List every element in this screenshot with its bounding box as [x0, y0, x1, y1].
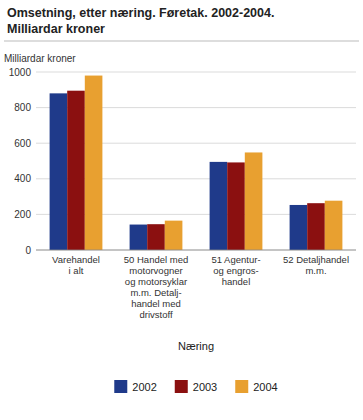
bar	[85, 76, 103, 250]
y-tick-label: 1000	[9, 67, 32, 78]
legend: 2002 2003 2004	[114, 380, 277, 393]
legend-swatch	[114, 380, 127, 393]
x-axis-line	[36, 250, 356, 251]
subtitle: Milliardar kroner	[7, 22, 105, 36]
y-tick-label: 600	[14, 138, 31, 149]
y-tick-label: 200	[14, 209, 31, 220]
bar	[50, 93, 68, 250]
bar	[227, 162, 245, 250]
y-tick-label: 800	[14, 102, 31, 113]
x-tick-label: 50 Handel medmotorvognerog motorsyklarm.…	[124, 254, 188, 320]
bar	[147, 224, 165, 250]
legend-label: 2004	[253, 381, 277, 393]
y-tick-label: 0	[25, 245, 31, 256]
bar	[210, 162, 228, 250]
bar	[165, 221, 183, 250]
legend-swatch	[235, 380, 248, 393]
y-tick-label: 400	[14, 173, 31, 184]
legend-swatch	[175, 380, 188, 393]
y-axis-label: Milliardar kroner	[4, 53, 76, 64]
title-rule	[4, 41, 359, 42]
grid-line	[36, 250, 356, 251]
bar	[245, 152, 263, 250]
bar	[325, 201, 343, 250]
legend-label: 2002	[132, 381, 156, 393]
bar	[307, 203, 325, 250]
x-tick-label: 51 Agentur-og engros-handel	[211, 254, 260, 287]
grid	[36, 72, 356, 250]
grid-line	[36, 72, 356, 73]
title: Omsetning, etter næring. Føretak. 2002-2…	[7, 6, 274, 20]
x-tick-label: Varehandeli alt	[52, 254, 100, 276]
bar	[67, 91, 85, 250]
bars	[50, 76, 343, 250]
x-tick-label: 52 Detaljhandelm.m.	[283, 254, 349, 276]
bar	[290, 205, 308, 250]
bar	[130, 225, 148, 250]
x-axis-label: Næring	[178, 340, 214, 352]
chart: Omsetning, etter næring. Føretak. 2002-2…	[0, 0, 363, 420]
legend-label: 2003	[193, 381, 217, 393]
